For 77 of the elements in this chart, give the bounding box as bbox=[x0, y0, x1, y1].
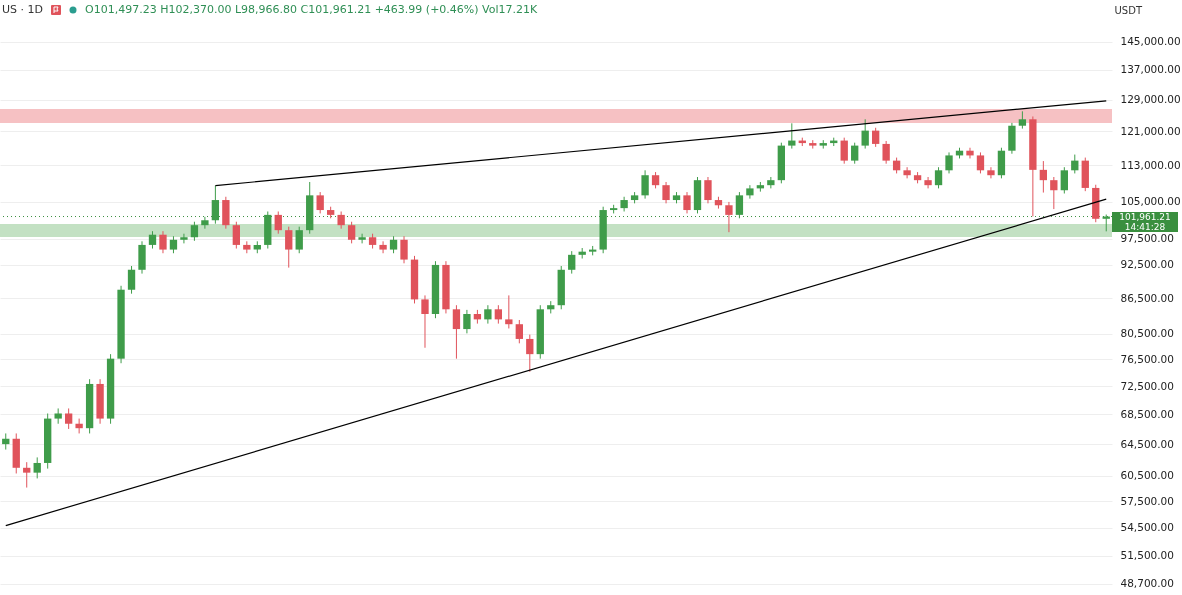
annotation: O101,497.23 H102,370.00 L98,966.80 C101,961.21 +463.99 (+0.46%) Vol17.21K bbox=[85, 3, 538, 16]
candlestick bbox=[421, 294, 429, 349]
candlestick bbox=[127, 265, 136, 295]
candlestick bbox=[190, 221, 199, 242]
candlestick bbox=[945, 151, 953, 174]
candlestick bbox=[201, 216, 209, 230]
y-tick-label: 105,000.00 bbox=[1120, 195, 1181, 208]
candlestick bbox=[33, 456, 41, 479]
y-tick-label: 48,700.00 bbox=[1120, 577, 1174, 590]
candlestick bbox=[180, 233, 188, 244]
y-tick-label: 54,500.00 bbox=[1120, 521, 1174, 534]
candlestick bbox=[452, 304, 461, 360]
y-tick-label: 113,000.00 bbox=[1120, 158, 1181, 171]
candlestick bbox=[295, 226, 303, 254]
y-tick-label: 145,000.00 bbox=[1120, 35, 1181, 48]
y-tick-label: 68,500.00 bbox=[1120, 407, 1174, 420]
candlestick bbox=[526, 334, 534, 373]
candlestick bbox=[704, 176, 712, 204]
candlestick bbox=[746, 184, 754, 200]
y-tick-label: 137,000.00 bbox=[1120, 63, 1181, 76]
y-tick-label: 80,500.00 bbox=[1120, 327, 1174, 340]
candlestick bbox=[211, 185, 220, 225]
text: 14:41:28 bbox=[1123, 221, 1167, 232]
candlestick bbox=[1039, 160, 1048, 194]
candlestick bbox=[987, 166, 995, 179]
candlestick bbox=[683, 191, 691, 214]
y-tick-label: 64,500.00 bbox=[1120, 437, 1174, 450]
candlestick bbox=[788, 122, 796, 150]
chart-title: US · 1D bbox=[2, 3, 43, 16]
candlestick bbox=[641, 169, 649, 200]
candlestick bbox=[75, 418, 83, 434]
candlestick bbox=[232, 221, 241, 250]
candlestick bbox=[861, 118, 869, 150]
y-tick-label: 97,500.00 bbox=[1120, 232, 1174, 245]
y-tick-label: 72,500.00 bbox=[1120, 379, 1174, 392]
candlestick bbox=[662, 181, 670, 204]
candlestick bbox=[515, 319, 523, 344]
candlestick bbox=[505, 294, 513, 329]
candlestick bbox=[274, 210, 282, 235]
y-tick-label: 60,500.00 bbox=[1120, 469, 1174, 482]
candlestick bbox=[64, 407, 73, 430]
candlestick bbox=[568, 250, 576, 275]
ref-line-label: 101,961.21 bbox=[1118, 211, 1172, 222]
y-tick-label: 57,500.00 bbox=[1120, 494, 1174, 507]
candlestick bbox=[400, 235, 408, 264]
candlestick bbox=[903, 166, 911, 179]
candlestick bbox=[735, 191, 744, 219]
candlestick bbox=[851, 142, 859, 165]
candlestick bbox=[337, 210, 345, 230]
candlestick bbox=[725, 201, 733, 233]
y-tick-label: 92,500.00 bbox=[1120, 258, 1174, 271]
candlestick bbox=[976, 151, 985, 174]
candlestick bbox=[494, 304, 503, 325]
candlestick bbox=[1060, 166, 1068, 194]
y-tick-label: 51,500.00 bbox=[1120, 549, 1174, 562]
candlestick bbox=[966, 147, 974, 159]
candlestick bbox=[463, 309, 471, 334]
y-tick-label: 129,000.00 bbox=[1120, 93, 1181, 106]
candlestick bbox=[347, 221, 356, 244]
candlestick bbox=[767, 176, 775, 189]
candlestick bbox=[379, 240, 387, 254]
candlestick bbox=[882, 140, 890, 165]
candlestick bbox=[316, 191, 324, 214]
candlestick bbox=[871, 127, 880, 148]
candlestick bbox=[934, 166, 943, 189]
y-axis-title: USDT bbox=[1114, 5, 1142, 16]
y-tick-label: 121,000.00 bbox=[1120, 124, 1181, 137]
candlestick bbox=[840, 137, 848, 165]
y-tick-label: 76,500.00 bbox=[1120, 352, 1174, 365]
candlestick bbox=[358, 233, 366, 244]
candlestick bbox=[159, 230, 167, 254]
y-tick-label: 86,500.00 bbox=[1120, 291, 1174, 304]
candlestick bbox=[23, 461, 31, 489]
candlestick bbox=[285, 226, 293, 269]
candlestick bbox=[1050, 176, 1058, 210]
candlestick bbox=[484, 304, 492, 325]
candlestick bbox=[924, 176, 932, 189]
